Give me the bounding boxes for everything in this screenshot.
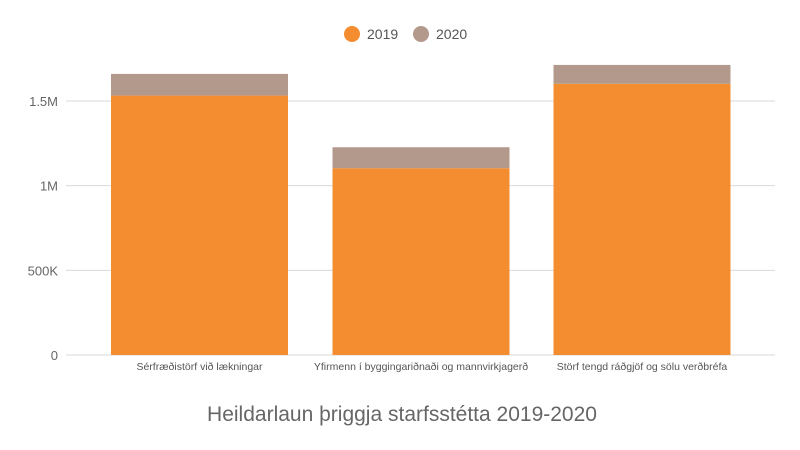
bar-2020[interactable] (553, 64, 731, 84)
x-tick-label: Yfirmenn í byggingariðnaði og mannvirkja… (314, 361, 528, 373)
legend-label: 2019 (367, 26, 398, 42)
bar-2020[interactable] (111, 73, 288, 96)
legend-swatch (344, 26, 360, 42)
legend-item-2020[interactable]: 2020 (413, 26, 467, 42)
x-tick-label: Störf tengd ráðgjöf og sölu verðbréfa (557, 361, 728, 373)
y-tick-label: 0 (51, 348, 58, 363)
bar-2020[interactable] (332, 147, 510, 169)
legend-label: 2020 (436, 26, 467, 42)
legend-swatch (413, 26, 429, 42)
legend-item-2019[interactable]: 2019 (344, 26, 398, 42)
bar-2019[interactable] (553, 83, 731, 355)
chart-title: Heildarlaun þriggja starfsstétta 2019-20… (207, 403, 597, 426)
bar-2019[interactable] (111, 95, 288, 356)
bar-2019[interactable] (332, 168, 510, 355)
y-axis-ticks: 0 500K 1M 1.5M (28, 94, 59, 363)
legend: 2019 2020 (344, 26, 467, 42)
x-axis-labels: Sérfræðistörf við lækningar Yfirmenn í by… (136, 361, 727, 373)
y-tick-label: 500K (28, 263, 59, 278)
y-tick-label: 1.5M (29, 94, 58, 109)
x-tick-label: Sérfræðistörf við lækningar (136, 361, 263, 373)
y-tick-label: 1M (40, 179, 58, 194)
bars (111, 64, 731, 356)
